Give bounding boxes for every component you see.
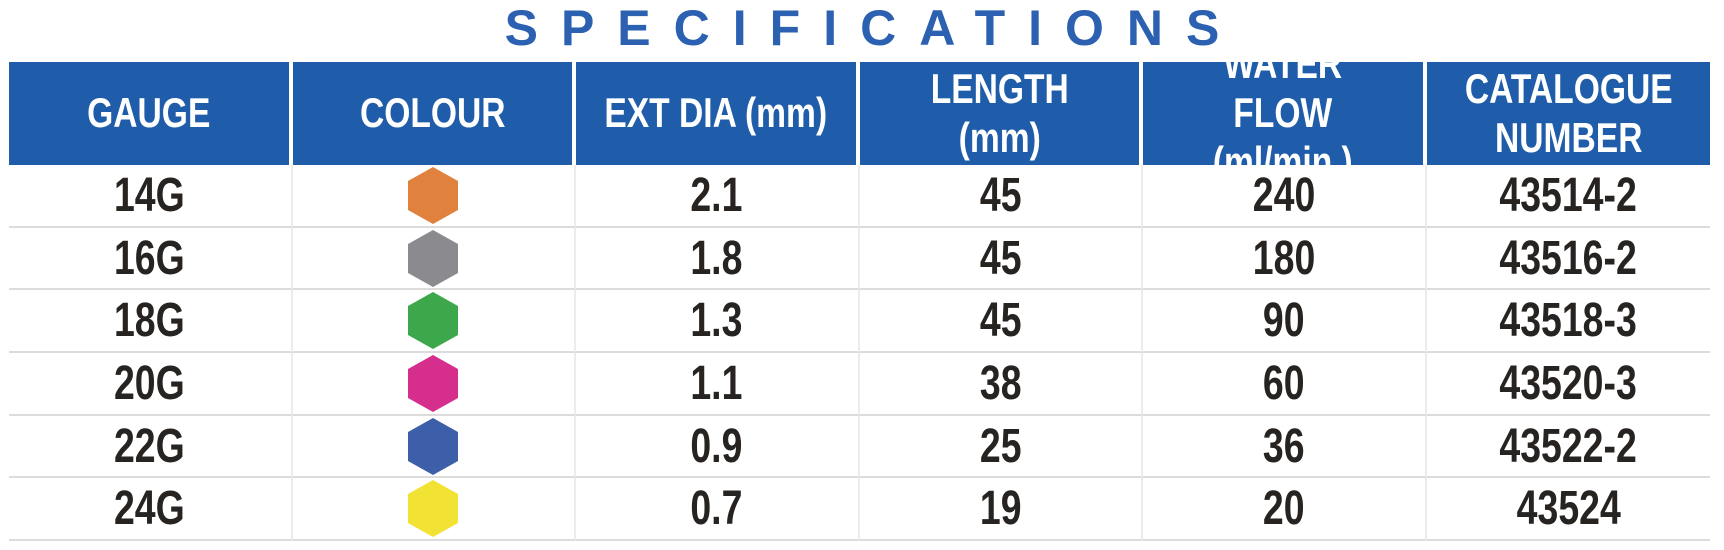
table-row: 22G 0.9 25 36 43522-2 <box>9 415 1710 479</box>
cell-length: 45 <box>859 227 1143 291</box>
column-header-gauge: GAUGE <box>9 62 293 165</box>
cell-catalogue-number: 43514-2 <box>1426 165 1710 228</box>
cell-length: 19 <box>859 478 1143 542</box>
cell-ext-dia: 1.3 <box>576 290 860 354</box>
cell-length: 25 <box>859 415 1143 479</box>
cell-colour <box>292 353 576 416</box>
cell-length: 45 <box>859 290 1143 354</box>
cell-water-flow: 36 <box>1143 415 1427 479</box>
column-header-ext-dia: EXT DIA (mm) <box>576 62 860 165</box>
column-header-catalogue-number: CATALOGUE NUMBER <box>1426 62 1710 165</box>
colour-hexagon-icon <box>408 354 459 412</box>
colour-hexagon-icon <box>408 166 459 224</box>
cell-ext-dia: 1.8 <box>576 227 860 291</box>
cell-water-flow: 90 <box>1143 290 1427 354</box>
cell-gauge: 22G <box>9 415 293 479</box>
cell-length: 38 <box>859 353 1143 416</box>
cell-colour <box>292 478 576 542</box>
table-row: 24G 0.7 19 20 43524 <box>9 478 1710 542</box>
colour-hexagon-icon <box>408 292 459 350</box>
cell-water-flow: 20 <box>1143 478 1427 542</box>
cell-catalogue-number: 43518-3 <box>1426 290 1710 354</box>
table-row: 20G 1.1 38 60 43520-3 <box>9 353 1710 416</box>
cell-gauge: 24G <box>9 478 293 542</box>
cell-water-flow: 180 <box>1143 227 1427 291</box>
colour-hexagon-icon <box>408 229 459 287</box>
colour-hexagon-icon <box>408 417 459 475</box>
cell-catalogue-number: 43516-2 <box>1426 227 1710 291</box>
cell-colour <box>292 290 576 354</box>
cell-gauge: 18G <box>9 290 293 354</box>
specifications-table: GAUGE COLOUR EXT DIA (mm) LENGTH (mm) WA… <box>9 62 1710 542</box>
table-row: 16G 1.8 45 180 43516-2 <box>9 227 1710 291</box>
table-row: 14G 2.1 45 240 43514-2 <box>9 165 1710 228</box>
cell-ext-dia: 1.1 <box>576 353 860 416</box>
table-row: 18G 1.3 45 90 43518-3 <box>9 290 1710 354</box>
column-header-colour: COLOUR <box>292 62 576 165</box>
cell-catalogue-number: 43524 <box>1426 478 1710 542</box>
cell-colour <box>292 415 576 479</box>
cell-ext-dia: 2.1 <box>576 165 860 228</box>
cell-water-flow: 240 <box>1143 165 1427 228</box>
cell-ext-dia: 0.7 <box>576 478 860 542</box>
cell-water-flow: 60 <box>1143 353 1427 416</box>
column-header-water-flow: WATER FLOW (ml/min.) <box>1143 62 1427 165</box>
cell-colour <box>292 165 576 228</box>
cell-ext-dia: 0.9 <box>576 415 860 479</box>
table-header-row: GAUGE COLOUR EXT DIA (mm) LENGTH (mm) WA… <box>9 62 1710 165</box>
cell-colour <box>292 227 576 291</box>
cell-gauge: 20G <box>9 353 293 416</box>
cell-catalogue-number: 43520-3 <box>1426 353 1710 416</box>
cell-gauge: 14G <box>9 165 293 228</box>
cell-gauge: 16G <box>9 227 293 291</box>
page-title: SPECIFICATIONS <box>504 0 1243 56</box>
colour-hexagon-icon <box>408 480 459 538</box>
cell-length: 45 <box>859 165 1143 228</box>
column-header-length: LENGTH (mm) <box>859 62 1143 165</box>
cell-catalogue-number: 43522-2 <box>1426 415 1710 479</box>
